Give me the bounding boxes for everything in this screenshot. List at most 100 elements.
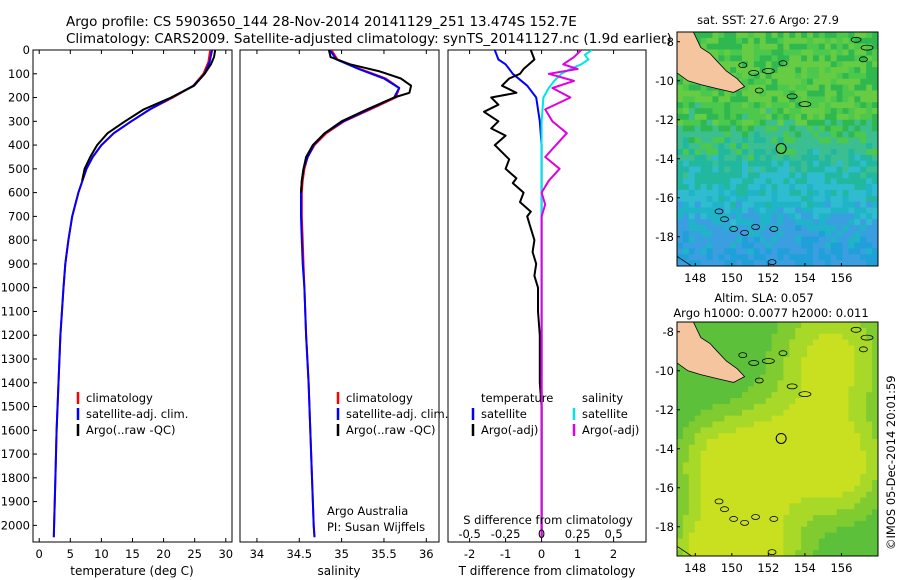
heatmap-cell bbox=[736, 532, 743, 539]
heatmap-cell bbox=[700, 32, 707, 39]
heatmap-cell bbox=[842, 520, 849, 528]
heatmap-cell bbox=[812, 84, 820, 91]
reef-outline bbox=[751, 224, 760, 230]
heatmap-cell bbox=[759, 497, 767, 504]
heatmap-cell bbox=[848, 131, 855, 138]
island-outline bbox=[858, 56, 868, 63]
heatmap-cell bbox=[848, 544, 855, 551]
heatmap-cell bbox=[830, 468, 838, 475]
sla-map-panel: Altim. SLA: 0.057 Argo h1000: 0.0077 h20… bbox=[655, 291, 879, 575]
heatmap-cell bbox=[700, 380, 707, 387]
heatmap-cell bbox=[872, 415, 878, 422]
lat-tick-label: -12 bbox=[655, 113, 674, 127]
heatmap-cell bbox=[801, 409, 808, 416]
heatmap-cell bbox=[682, 526, 690, 533]
heatmap-cell bbox=[718, 491, 725, 498]
heatmap-cell bbox=[824, 474, 832, 481]
heatmap-cell bbox=[824, 260, 832, 266]
heatmap-cell bbox=[854, 32, 861, 39]
heatmap-cell bbox=[747, 72, 755, 80]
heatmap-cell bbox=[830, 520, 838, 528]
heatmap-cell bbox=[812, 351, 820, 358]
heatmap-cell bbox=[824, 485, 832, 493]
heatmap-cell bbox=[872, 248, 878, 255]
heatmap-cell bbox=[807, 178, 814, 185]
heatmap-cell bbox=[677, 143, 684, 150]
heatmap-cell bbox=[724, 166, 731, 173]
heatmap-cell bbox=[682, 509, 690, 516]
heatmap-cell bbox=[694, 137, 702, 144]
heatmap-cell bbox=[818, 491, 826, 498]
heatmap-cell bbox=[842, 236, 849, 243]
heatmap-cell bbox=[730, 491, 737, 498]
heatmap-cell bbox=[742, 178, 749, 185]
heatmap-cell bbox=[836, 386, 843, 393]
depth-axis: 0100200300400500600700800900100011001200… bbox=[1, 43, 37, 532]
heatmap-cell bbox=[830, 166, 838, 173]
heatmap-cell bbox=[753, 509, 761, 516]
heatmap-cell bbox=[712, 444, 719, 452]
heatmap-cell bbox=[789, 362, 796, 370]
reef-outline bbox=[740, 519, 750, 526]
y-tick-label: 600 bbox=[8, 186, 30, 200]
heatmap-cell bbox=[783, 474, 790, 481]
heatmap-cell bbox=[807, 368, 814, 376]
heatmap-cell bbox=[830, 96, 838, 103]
heatmap-cell bbox=[824, 236, 832, 243]
heatmap-cell bbox=[777, 409, 784, 416]
heatmap-cell bbox=[724, 351, 731, 358]
heatmap-cell bbox=[795, 474, 802, 481]
heatmap-cell bbox=[747, 37, 755, 45]
heatmap-cell bbox=[759, 154, 767, 162]
heatmap-cell bbox=[807, 339, 814, 346]
heatmap-cell bbox=[718, 479, 725, 487]
heatmap-cell bbox=[854, 327, 861, 335]
heatmap-cell bbox=[736, 485, 743, 493]
heatmap-cell bbox=[753, 242, 761, 249]
heatmap-cell bbox=[824, 322, 832, 329]
heatmap-cell bbox=[694, 409, 702, 416]
heatmap-cell bbox=[718, 125, 725, 132]
heatmap-cell bbox=[730, 119, 737, 126]
heatmap-cell bbox=[753, 78, 761, 86]
heatmap-cell bbox=[742, 90, 749, 97]
heatmap-cell bbox=[854, 333, 861, 340]
heatmap-cell bbox=[854, 351, 861, 358]
heatmap-cell bbox=[842, 327, 849, 335]
heatmap-cell bbox=[724, 345, 731, 352]
heatmap-cell bbox=[730, 444, 737, 452]
heatmap-cell bbox=[866, 474, 873, 481]
heatmap-cell bbox=[742, 149, 749, 156]
x-tick-label: 25 bbox=[187, 547, 202, 561]
heatmap-cell bbox=[818, 125, 826, 132]
heatmap-cell bbox=[854, 160, 861, 167]
y-tick-label: 1100 bbox=[1, 304, 30, 318]
heatmap-cell bbox=[783, 503, 790, 510]
y-tick-label: 1500 bbox=[1, 400, 30, 414]
sla-map-image bbox=[677, 322, 878, 556]
y-tick-label: 300 bbox=[8, 114, 30, 128]
legend-temperature-heading: temperature bbox=[481, 391, 553, 405]
heatmap-cell bbox=[836, 61, 843, 68]
heatmap-cell bbox=[812, 491, 820, 498]
heatmap-cell bbox=[765, 242, 772, 249]
heatmap-cell bbox=[730, 230, 737, 238]
heatmap-cell bbox=[783, 178, 790, 185]
s-difference-tick-labels: -0.5 -0.25 0 0.25 0.5 bbox=[458, 527, 622, 541]
heatmap-cell bbox=[688, 439, 696, 446]
heatmap-cell bbox=[759, 544, 767, 551]
heatmap-cell bbox=[818, 439, 826, 446]
heatmap-cell bbox=[712, 421, 719, 428]
heatmap-cell bbox=[700, 166, 707, 173]
heatmap-cell bbox=[736, 403, 743, 411]
heatmap-cell bbox=[688, 166, 696, 173]
heatmap-cell bbox=[694, 544, 702, 551]
heatmap-cell bbox=[777, 421, 784, 428]
heatmap-cell bbox=[830, 491, 838, 498]
heatmap-cell bbox=[706, 189, 713, 197]
heatmap-cell bbox=[842, 184, 849, 191]
heatmap-cell bbox=[759, 254, 767, 261]
heatmap-cell bbox=[824, 225, 832, 232]
heatmap-cell bbox=[777, 462, 784, 469]
heatmap-cell bbox=[771, 339, 778, 346]
